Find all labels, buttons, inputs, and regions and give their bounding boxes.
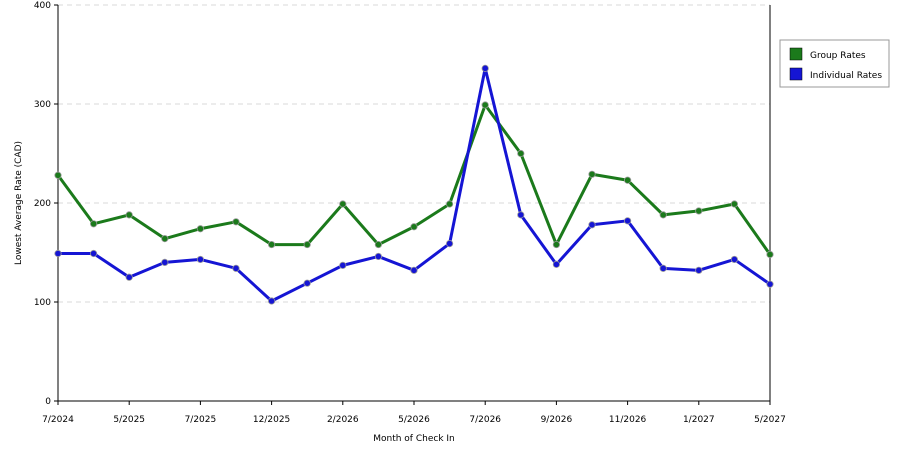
data-point-individual-rates xyxy=(588,221,596,229)
data-point-individual-rates xyxy=(196,255,204,264)
legend-swatch-individual-rates xyxy=(789,67,803,81)
data-point-individual-rates xyxy=(125,273,133,281)
x-tick-label: 5/2025 xyxy=(113,415,145,425)
data-point-group-rates xyxy=(766,250,774,259)
data-point-group-rates xyxy=(730,200,739,208)
data-point-group-rates xyxy=(623,176,632,184)
data-point-group-rates xyxy=(659,211,667,219)
series-group-rates xyxy=(54,101,774,259)
gridlines xyxy=(58,4,770,303)
x-tick-label: 7/2025 xyxy=(185,415,217,425)
y-tick-label: 400 xyxy=(34,1,51,11)
data-point-individual-rates xyxy=(374,252,382,261)
legend-label-individual-rates: Individual Rates xyxy=(810,71,882,81)
x-tick-label: 12/2025 xyxy=(253,415,290,425)
data-point-group-rates xyxy=(303,240,311,249)
x-tick-label: 11/2026 xyxy=(609,415,647,425)
data-point-individual-rates xyxy=(659,264,667,272)
data-point-group-rates xyxy=(196,225,204,233)
data-point-individual-rates xyxy=(54,249,62,258)
series-individual-rates xyxy=(54,64,774,305)
data-point-individual-rates xyxy=(623,217,632,225)
data-point-individual-rates xyxy=(695,266,703,274)
x-ticks: 7/2024 5/2025 7/2025 12/2025 2/2026 5/2026 7/2… xyxy=(42,401,786,425)
data-point-group-rates xyxy=(267,240,276,249)
data-point-individual-rates xyxy=(90,249,98,258)
legend-swatch-group-rates xyxy=(789,47,803,61)
data-point-individual-rates xyxy=(339,261,347,269)
data-point-individual-rates xyxy=(267,297,276,305)
y-tick-label: 0 xyxy=(45,397,51,407)
series xyxy=(54,64,774,305)
x-axis-title: Month of Check In xyxy=(373,434,455,444)
data-point-group-rates xyxy=(232,218,240,226)
data-point-individual-rates xyxy=(232,264,240,272)
data-point-individual-rates xyxy=(161,258,169,266)
data-point-group-rates xyxy=(588,170,596,178)
data-point-group-rates xyxy=(552,240,561,249)
data-point-group-rates xyxy=(339,200,347,208)
data-point-group-rates xyxy=(90,220,98,228)
data-point-group-rates xyxy=(374,240,382,249)
legend: Group Rates Individual Rates xyxy=(779,39,890,88)
x-tick-label: 5/2026 xyxy=(398,415,430,425)
data-point-individual-rates xyxy=(481,64,489,72)
x-tick-label: 7/2026 xyxy=(469,415,501,425)
data-point-individual-rates xyxy=(517,211,525,219)
x-tick-label: 5/2027 xyxy=(754,415,786,425)
data-point-individual-rates xyxy=(730,255,739,264)
x-tick-label: 9/2026 xyxy=(541,415,573,425)
series-line-group-rates xyxy=(56,103,772,256)
x-tick-label: 1/2027 xyxy=(683,415,715,425)
data-point-group-rates xyxy=(161,235,169,243)
data-point-group-rates xyxy=(481,101,489,109)
data-point-group-rates xyxy=(125,211,133,219)
y-axis-title: Lowest Average Rate (CAD) xyxy=(14,141,24,265)
data-point-individual-rates xyxy=(410,266,418,274)
legend-label-group-rates: Group Rates xyxy=(810,51,866,61)
x-tick-label: 2/2026 xyxy=(327,415,359,425)
data-point-individual-rates xyxy=(766,280,774,288)
y-tick-label: 200 xyxy=(34,199,51,209)
data-point-group-rates xyxy=(517,149,525,158)
data-point-group-rates xyxy=(445,200,454,208)
data-point-group-rates xyxy=(54,171,62,179)
data-point-group-rates xyxy=(410,223,418,231)
x-tick-label: 7/2024 xyxy=(42,415,74,425)
y-tick-label: 100 xyxy=(34,298,51,308)
y-ticks: 0 100 200 300 400 xyxy=(34,1,58,407)
data-point-individual-rates xyxy=(445,239,454,248)
data-point-individual-rates xyxy=(552,260,561,268)
y-tick-label: 300 xyxy=(34,100,51,110)
data-point-individual-rates xyxy=(303,279,311,287)
data-point-group-rates xyxy=(695,207,703,215)
